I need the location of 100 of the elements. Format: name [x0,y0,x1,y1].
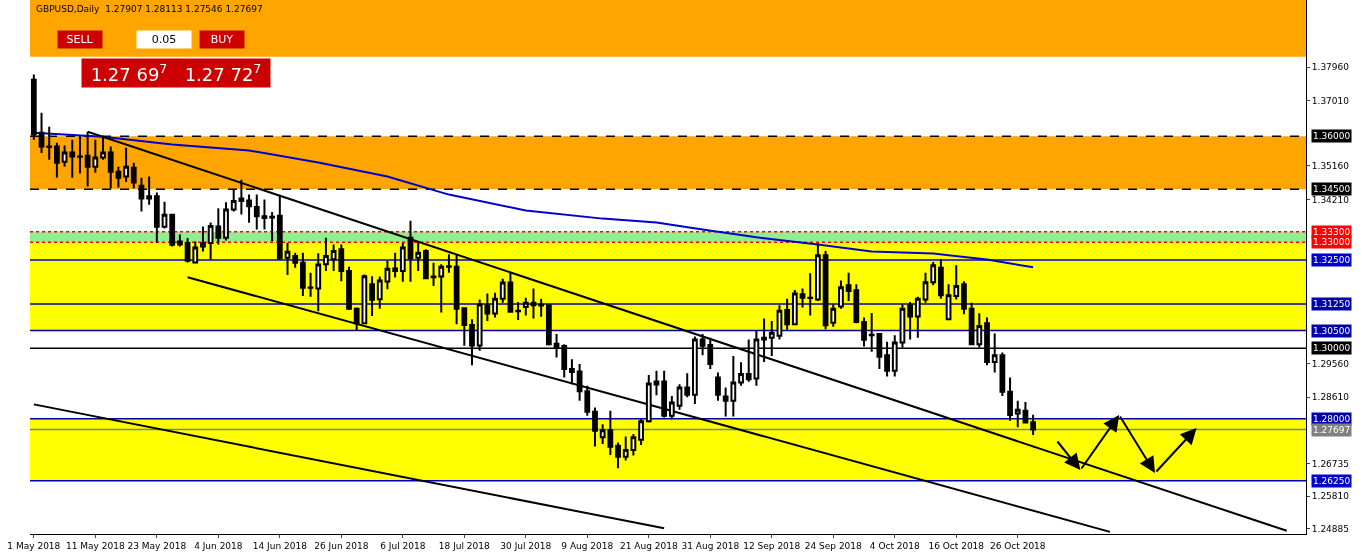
candlestick [914,295,921,339]
candlestick [369,275,375,318]
x-tick-label: 6 Jul 2018 [380,540,426,551]
x-tick-label: 11 May 2018 [66,540,125,551]
candlestick [776,304,783,341]
x-tick-label: 30 Jul 2018 [500,540,552,551]
y-tick-label: 1.25810 [1311,491,1350,502]
candlestick [953,264,960,301]
x-tick-label: 26 Oct 2018 [989,540,1046,551]
candlestick [161,200,168,230]
candlestick [192,240,199,265]
y-tick-label: 1.29560 [1311,358,1350,369]
candlestick [807,272,814,317]
candlestick [515,300,521,321]
y-tick-label: 1.28610 [1311,392,1350,403]
candlestick [384,260,391,291]
x-tick-label: 31 Aug 2018 [681,540,740,551]
candlestick [346,265,352,312]
x-tick-label: 26 Jun 2018 [314,540,369,551]
ref-line-label: 1.30000 [1313,343,1351,353]
candlestick [1022,400,1029,425]
candlestick [200,225,206,253]
annotation: 1.27 72$^{7}$ [184,61,262,85]
candlestick [584,384,591,417]
ref-line-label: 1.33000 [1313,237,1351,247]
candlestick [784,297,791,331]
candlestick [184,237,191,264]
candlestick [815,242,821,302]
ref-line-label: 1.27697 [1313,425,1351,435]
candlestick [545,303,552,347]
candlestick [676,383,683,411]
candlestick [922,271,929,304]
candlestick [446,253,452,274]
annotation: BUY [210,33,234,46]
candlestick [661,369,668,419]
ref-line-label: 1.34500 [1313,184,1351,194]
candlestick [115,165,122,189]
text: GBPUSD,Daily 1.27907 1.28113 1.27546 1.27697 [36,4,263,14]
candlestick [930,261,937,287]
ref-line-label: 1.31250 [1313,299,1351,309]
y-tick-label: 1.37010 [1311,95,1350,106]
x-tick-label: 9 Aug 2018 [561,540,614,551]
candlestick [668,394,675,421]
x-tick-label: 4 Jun 2018 [194,540,243,551]
ref-line-label: 1.33300 [1313,227,1351,237]
candlestick [522,296,529,317]
candlestick [1007,376,1013,422]
candlestick [738,361,744,387]
candlestick [791,288,798,327]
annotation: 0.05 [151,33,177,46]
candlestick [938,257,944,300]
x-tick-label: 12 Sep 2018 [743,540,801,551]
ref-line-label: 1.28000 [1313,414,1351,424]
candlestick [69,138,76,179]
x-tick-label: 18 Jul 2018 [438,540,491,551]
ref-line-label: 1.26250 [1313,476,1351,486]
candlestick [261,198,268,231]
candlestick [538,297,545,318]
candlestick [323,236,329,272]
candlestick [945,283,952,321]
x-tick-label: 23 May 2018 [127,540,187,551]
x-tick-label: 14 Jun 2018 [252,540,308,551]
candlestick [638,418,644,446]
candlestick [569,358,575,386]
candlestick [407,219,414,283]
annotation: 1.27 69$^{7}$ [90,61,168,85]
candlestick [269,210,276,243]
candlestick [61,144,68,168]
candlestick [645,374,652,424]
candlestick [492,291,498,319]
x-tick-label: 4 Oct 2018 [869,540,920,551]
candlestick [507,271,514,314]
candlestick [684,372,691,399]
candlestick [530,287,537,320]
candlestick [292,251,299,269]
candlestick [799,287,806,309]
candlestick [838,279,844,310]
candlestick [253,193,260,231]
candlestick [153,191,160,244]
x-tick-label: 1 May 2018 [7,540,61,551]
candlestick [615,441,621,470]
x-tick-label: 16 Oct 2018 [928,540,985,551]
y-tick-label: 1.34210 [1311,194,1350,205]
candlestick [438,263,445,314]
y-tick-label: 1.24885 [1311,524,1350,535]
candlestick [592,406,598,448]
candlestick [961,280,967,316]
candlestick [415,240,422,272]
candlestick [653,369,660,397]
candlestick [54,141,60,179]
candlestick [499,277,506,304]
candlestick [77,135,83,175]
candlestick [130,161,137,190]
ref-line-label: 1.32500 [1313,255,1351,265]
candlestick [284,241,291,277]
y-tick-label: 1.26735 [1311,458,1350,469]
candlestick [246,193,252,224]
ref-line-label: 1.30500 [1313,326,1351,336]
candlestick [223,201,229,242]
candlestick [100,135,106,161]
